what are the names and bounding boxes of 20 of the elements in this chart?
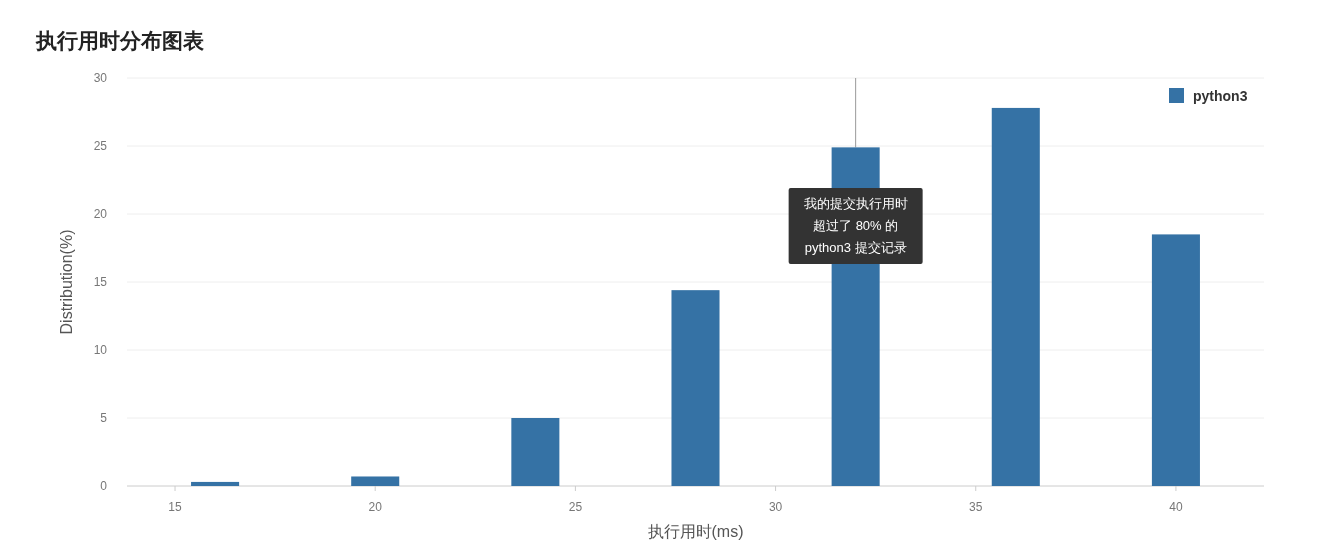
y-tick-label: 30 xyxy=(93,71,108,85)
y-tick-label: 10 xyxy=(93,343,108,357)
y-tick-label: 25 xyxy=(93,139,108,153)
y-tick-label: 20 xyxy=(93,207,108,221)
x-axis-title: 执行用时(ms) xyxy=(647,523,744,540)
y-tick-label: 0 xyxy=(100,479,108,493)
annotation: 我的提交执行用时超过了 80% 的 python3 提交记录 xyxy=(788,188,923,264)
legend-label: python3 xyxy=(1193,88,1248,104)
y-axis-title: Distribution(%) xyxy=(58,229,75,335)
legend: python3 xyxy=(1169,88,1248,104)
y-tick-label: 5 xyxy=(100,411,108,425)
chart-title: 执行用时分布图表 xyxy=(35,29,204,52)
x-tick-label: 25 xyxy=(568,500,583,514)
x-tick-label: 35 xyxy=(969,500,983,514)
x-tick-label: 30 xyxy=(768,500,783,514)
y-tick-label: 15 xyxy=(93,275,108,289)
x-tick-label: 40 xyxy=(1169,500,1183,514)
annotation: 我的提交执行用时超过了 80% 的 python3 提交记录 xyxy=(803,196,908,255)
x-tick-label: 20 xyxy=(368,500,383,514)
x-tick-label: 15 xyxy=(168,500,183,514)
